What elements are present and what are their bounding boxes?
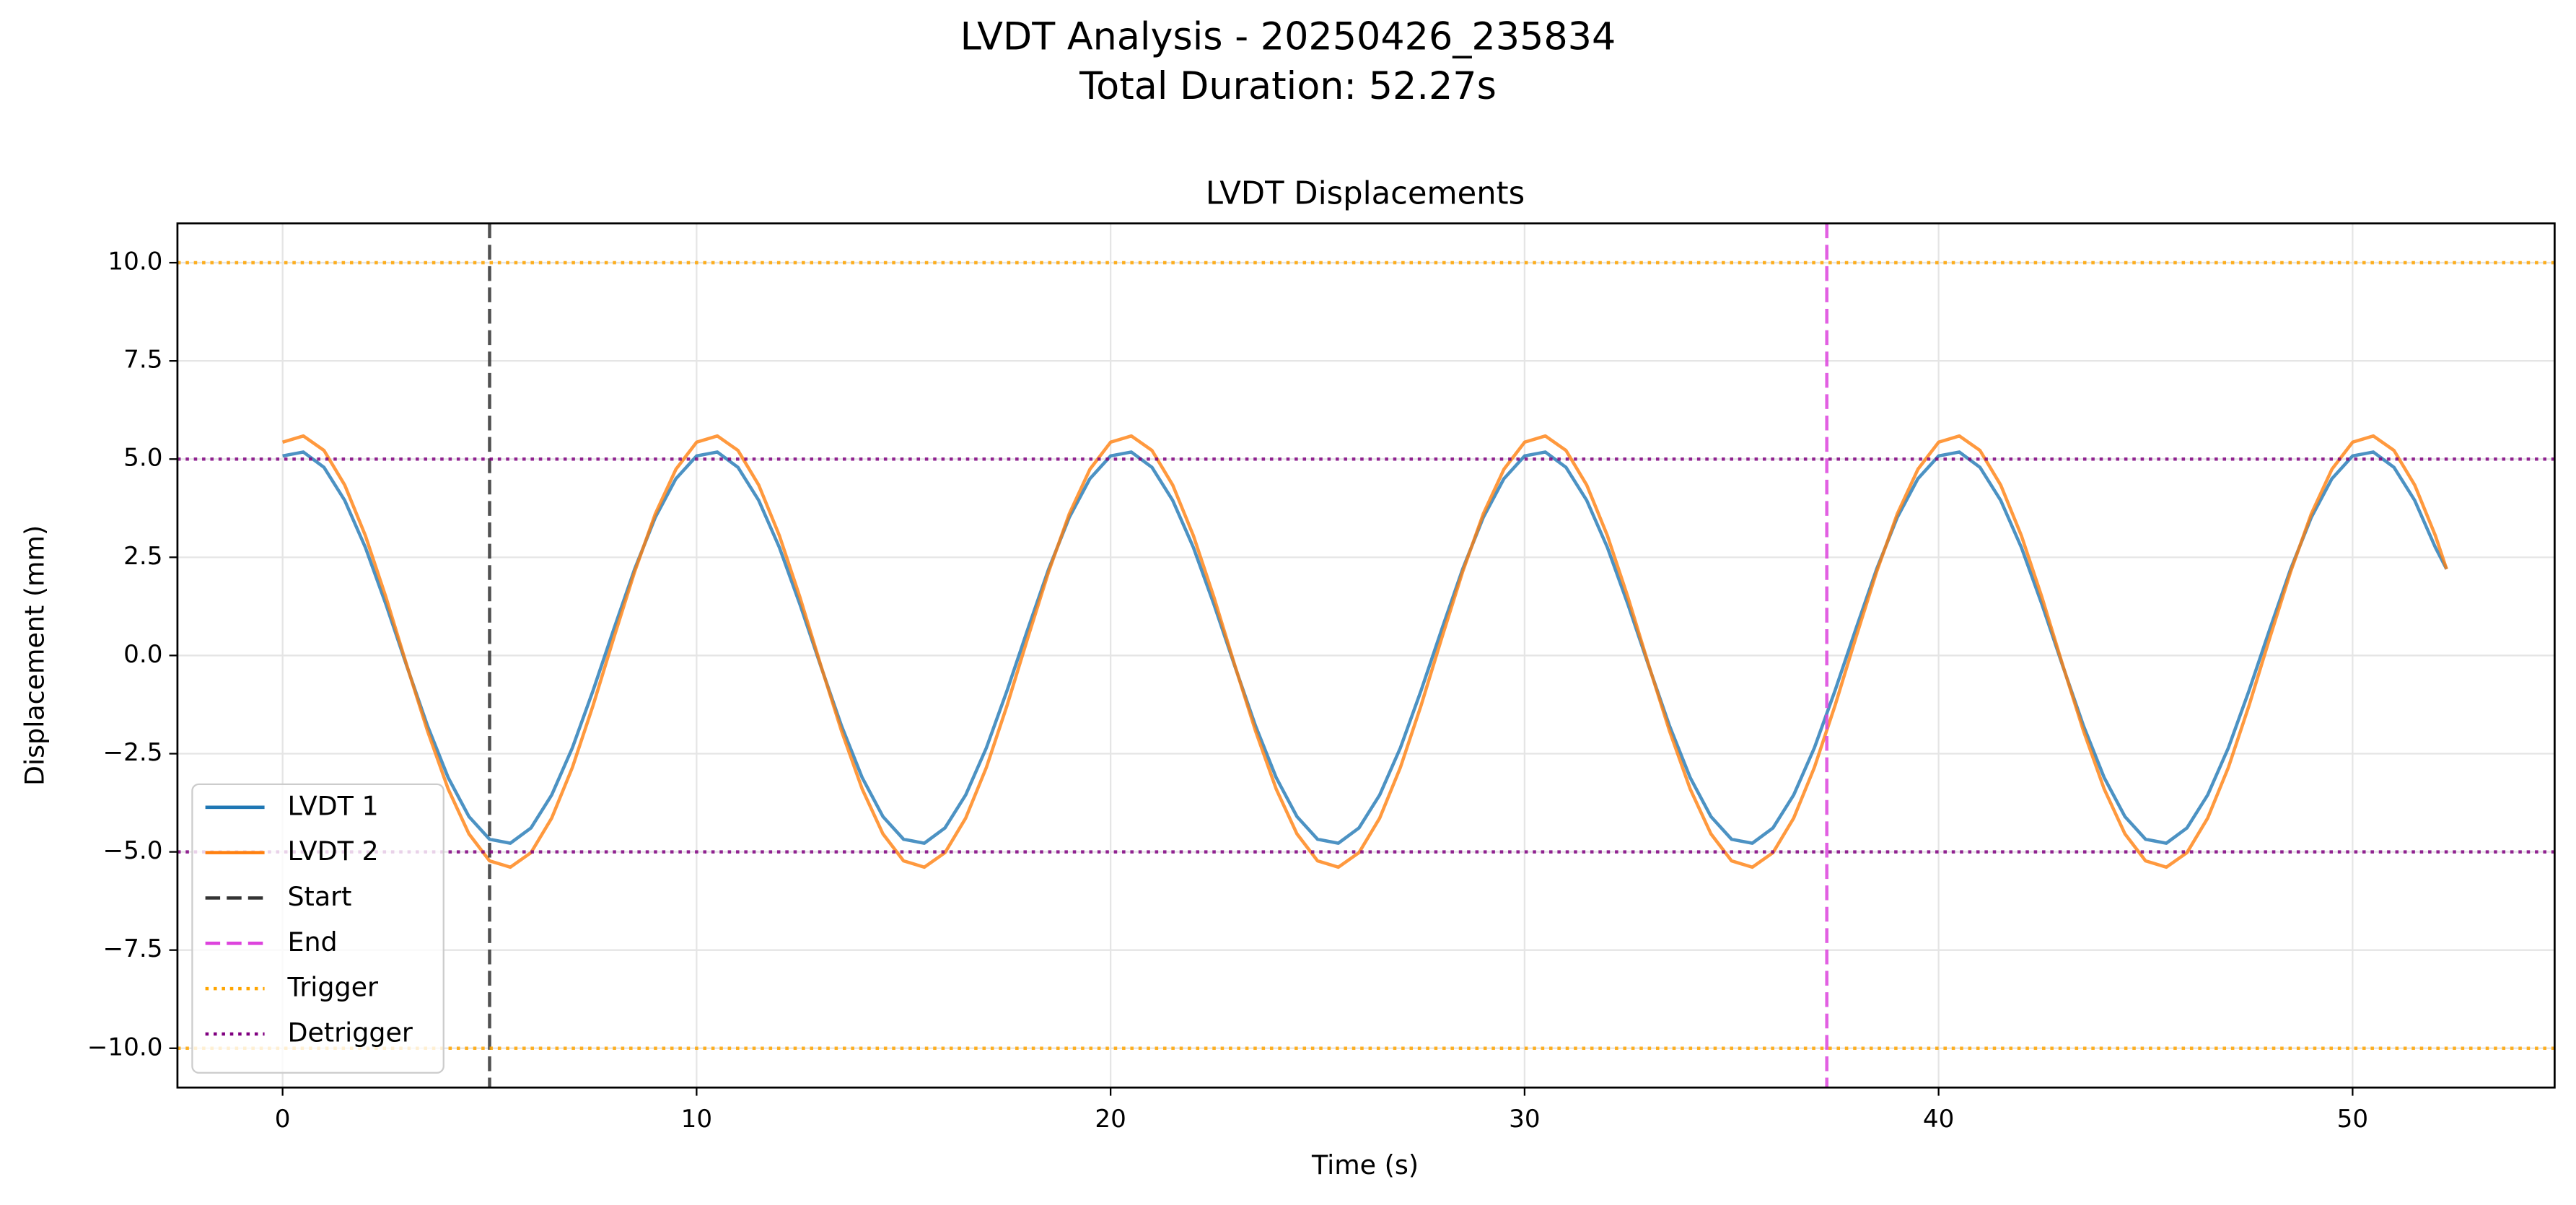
x-tick-label: 50 [2337,1105,2368,1134]
y-tick-label: 0.0 [123,640,162,669]
axes-frame [176,222,2556,1089]
y-tick-label: 7.5 [123,346,162,374]
y-tick-label: −7.5 [103,934,163,963]
plot-area [177,223,2555,1088]
x-tick-label: 10 [681,1105,712,1134]
chart-title: LVDT Analysis - 20250426_235834 [960,15,1616,59]
y-tick-label: 2.5 [123,542,162,571]
legend-label: End [287,926,337,958]
y-tick-label: −10.0 [87,1033,163,1061]
legend-label: Start [287,881,351,912]
x-axis-label: Time (s) [1311,1149,1419,1180]
chart-subtitle: Total Duration: 52.27s [1079,64,1497,108]
x-tick-label: 30 [1509,1105,1540,1134]
legend-box [191,783,444,1074]
y-tick-label: 5.0 [123,444,162,473]
x-tick-label: 40 [1923,1105,1954,1134]
legend-label: LVDT 1 [287,790,378,821]
y-axis-label: Displacement (mm) [19,525,51,786]
series-line [281,434,2448,869]
legend-label: Trigger [286,972,378,1003]
legend-label: Detrigger [287,1017,412,1048]
x-tick-label: 20 [1095,1105,1126,1134]
legend: LVDT 1 LVDT 2 Start End Trigger Detrigger [191,783,444,1074]
y-tick-label: 10.0 [108,247,162,276]
y-tick-label: −5.0 [103,836,163,865]
x-tick-label: 0 [275,1105,291,1134]
y-tick-label: −2.5 [103,738,163,767]
axes-title: LVDT Displacements [1206,175,1525,211]
legend-label: LVDT 2 [287,836,378,867]
